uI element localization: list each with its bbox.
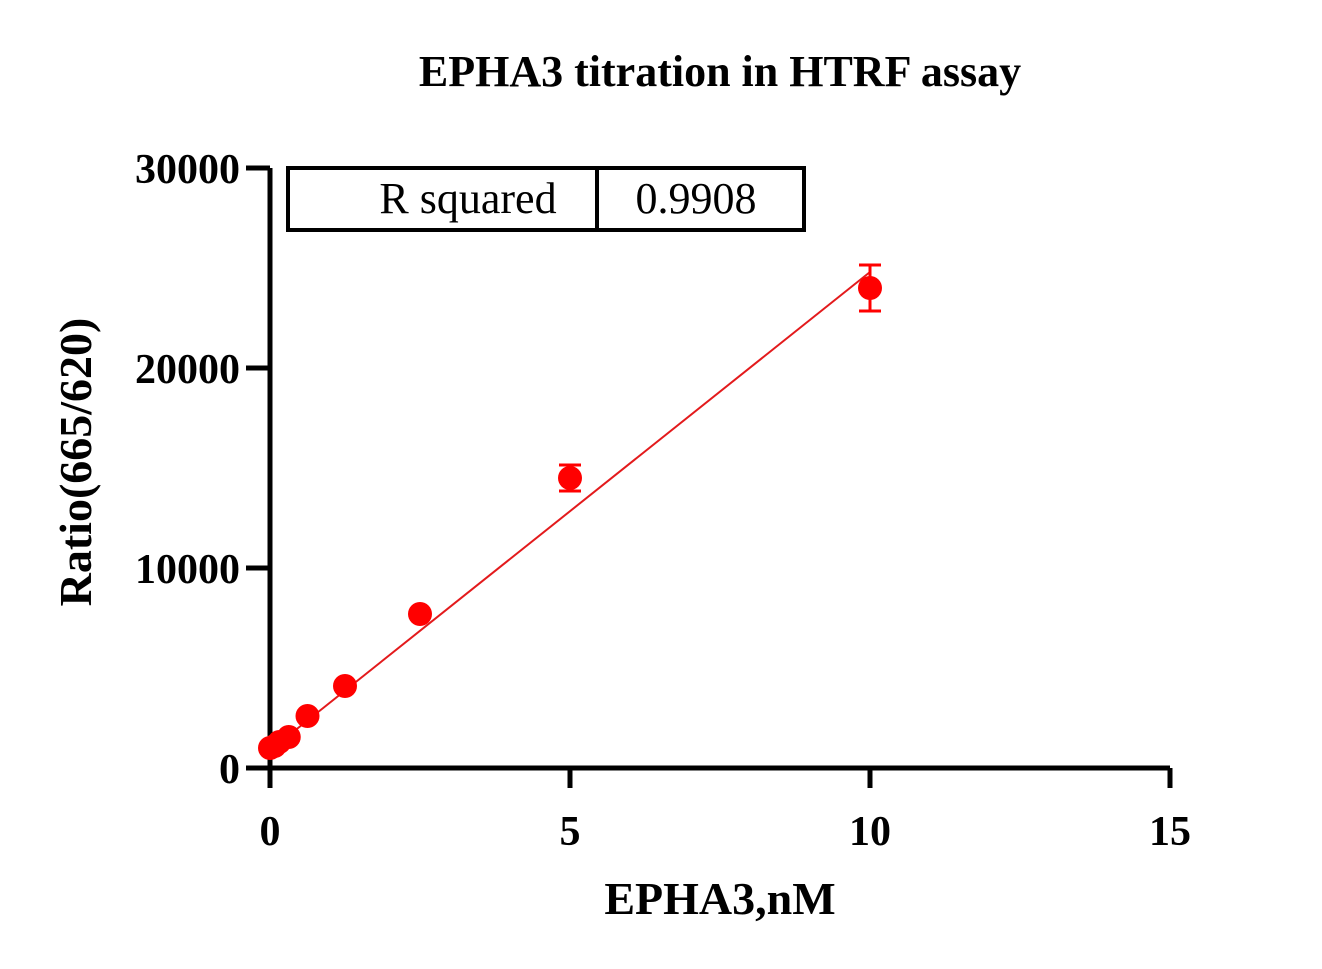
fit-line xyxy=(269,271,871,752)
y-axis-title: Ratio(665/620) xyxy=(50,318,101,607)
r-squared-label: R squared xyxy=(379,174,556,223)
r-squared-value: 0.9908 xyxy=(636,174,757,223)
y-tick-label: 10000 xyxy=(135,547,240,593)
axes: 0 5 10 15 0 10000 20000 30000 xyxy=(135,147,1191,855)
stats-table: R squared 0.9908 xyxy=(286,166,806,232)
chart-title: EPHA3 titration in HTRF assay xyxy=(419,47,1021,96)
data-point xyxy=(408,602,432,626)
x-axis-title: EPHA3,nM xyxy=(604,873,835,924)
y-tick-label: 30000 xyxy=(135,147,240,193)
x-tick-label: 10 xyxy=(849,809,891,855)
y-tick-label: 0 xyxy=(219,747,240,793)
y-tick-label: 20000 xyxy=(135,347,240,393)
fit-line-layer xyxy=(269,271,871,752)
data-point xyxy=(558,466,582,490)
data-point xyxy=(276,725,301,749)
data-point xyxy=(295,704,320,728)
x-tick-label: 15 xyxy=(1149,809,1191,855)
data-point xyxy=(333,674,357,698)
data-points xyxy=(258,263,882,760)
x-tick-label: 0 xyxy=(260,809,281,855)
x-tick-label: 5 xyxy=(560,809,581,855)
data-point xyxy=(858,276,882,300)
stats-table-frame xyxy=(286,166,806,232)
